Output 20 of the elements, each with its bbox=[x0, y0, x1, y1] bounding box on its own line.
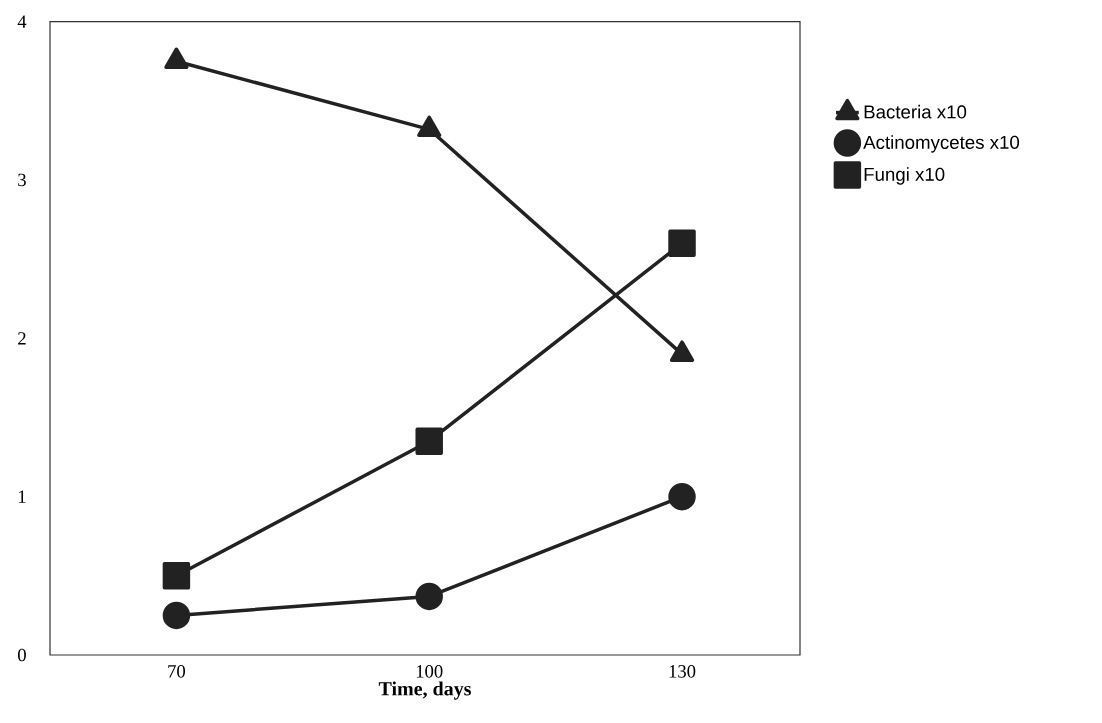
legend-label: Bacteria x10 bbox=[864, 104, 967, 119]
legend-label: Actinomycetes x10 bbox=[863, 135, 1020, 153]
x-axis-title: Time, days bbox=[378, 681, 471, 700]
point bbox=[669, 340, 695, 362]
point bbox=[415, 427, 443, 455]
x-tick-label: 100 bbox=[416, 665, 443, 678]
point bbox=[164, 47, 189, 69]
y-tick-label: 0 bbox=[18, 648, 26, 662]
x-tick-label: 70 bbox=[168, 665, 186, 678]
point bbox=[162, 601, 191, 630]
point bbox=[415, 582, 443, 611]
point bbox=[668, 482, 696, 511]
point bbox=[417, 115, 442, 138]
y-tick-label: 1 bbox=[18, 490, 26, 503]
y-tick-label: 2 bbox=[18, 332, 26, 345]
legend-label: Fungi x10 bbox=[864, 167, 945, 185]
y-tick-label: 3 bbox=[18, 173, 26, 187]
point bbox=[162, 562, 191, 590]
x-tick-label: 130 bbox=[669, 665, 696, 678]
y-tick-label: 4 bbox=[17, 15, 27, 28]
